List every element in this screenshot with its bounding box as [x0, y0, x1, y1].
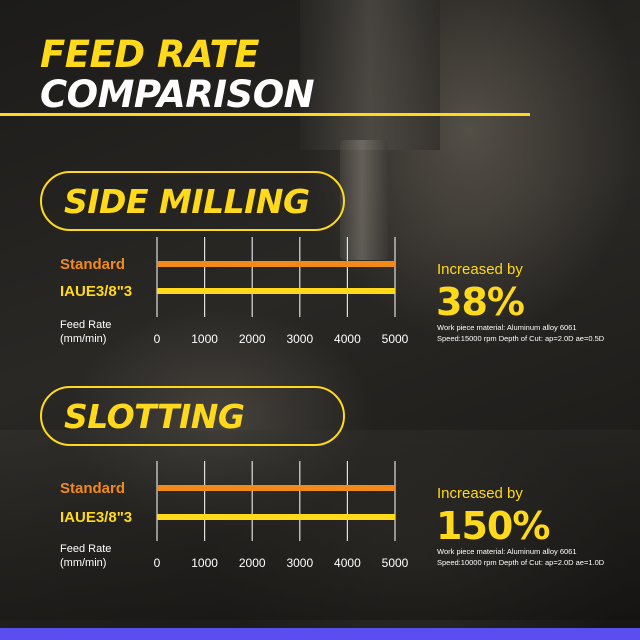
increase-value-side-milling: 38% — [436, 280, 525, 324]
axis-label: Feed Rate — [60, 543, 111, 555]
bottom-accent-bar — [0, 628, 640, 640]
axis-unit: (mm/min) — [60, 557, 106, 569]
chart-0: Standard IAUE3/8"3 0 1000 2000 3000 4000 5000 Fe… — [60, 237, 409, 346]
increase-label-side-milling: Increased by — [437, 261, 523, 278]
tick-label: 2000 — [239, 556, 266, 570]
note-params-slotting: Speed:10000 rpm Depth of Cut: ap=2.0D ae… — [437, 558, 605, 567]
title-line-2: COMPARISON — [40, 73, 315, 116]
axis-label: Feed Rate — [60, 319, 111, 331]
note-material-slotting: Work piece material: Aluminum alloy 6061 — [437, 547, 577, 556]
tick-label: 5000 — [382, 556, 409, 570]
series-label: IAUE3/8"3 — [60, 283, 132, 300]
background-spindle — [300, 0, 440, 150]
note-material-side-milling: Work piece material: Aluminum alloy 6061 — [437, 323, 577, 332]
tick-label: 0 — [154, 556, 161, 570]
tick-label: 3000 — [286, 332, 313, 346]
bar-iaue — [157, 514, 395, 520]
series-label: Standard — [60, 256, 125, 273]
tick-label: 1000 — [191, 556, 218, 570]
section-heading-side-milling: SIDE MILLING — [40, 171, 345, 231]
bar-standard — [157, 485, 395, 491]
tick-label: 4000 — [334, 556, 361, 570]
series-label: IAUE3/8"3 — [60, 509, 132, 526]
section-heading-slotting: SLOTTING — [40, 386, 345, 446]
tick-label: 5000 — [382, 332, 409, 346]
chart-1: Standard IAUE3/8"3 0 1000 2000 3000 4000 5000 Fe… — [60, 461, 409, 570]
bar-standard — [157, 261, 395, 267]
tick-label: 0 — [154, 332, 161, 346]
axis-unit: (mm/min) — [60, 333, 106, 345]
tick-label: 3000 — [286, 556, 313, 570]
title-line-1: FEED RATE — [40, 33, 260, 76]
bar-iaue — [157, 288, 395, 294]
increase-value-slotting: 150% — [436, 504, 550, 548]
tick-label: 1000 — [191, 332, 218, 346]
increase-label-slotting: Increased by — [437, 485, 523, 502]
tick-label: 4000 — [334, 332, 361, 346]
note-params-side-milling: Speed:15000 rpm Depth of Cut: ap=2.0D ae… — [437, 334, 605, 343]
series-label: Standard — [60, 480, 125, 497]
tick-label: 2000 — [239, 332, 266, 346]
background-machine-table — [0, 430, 640, 620]
title-underline — [0, 113, 530, 116]
